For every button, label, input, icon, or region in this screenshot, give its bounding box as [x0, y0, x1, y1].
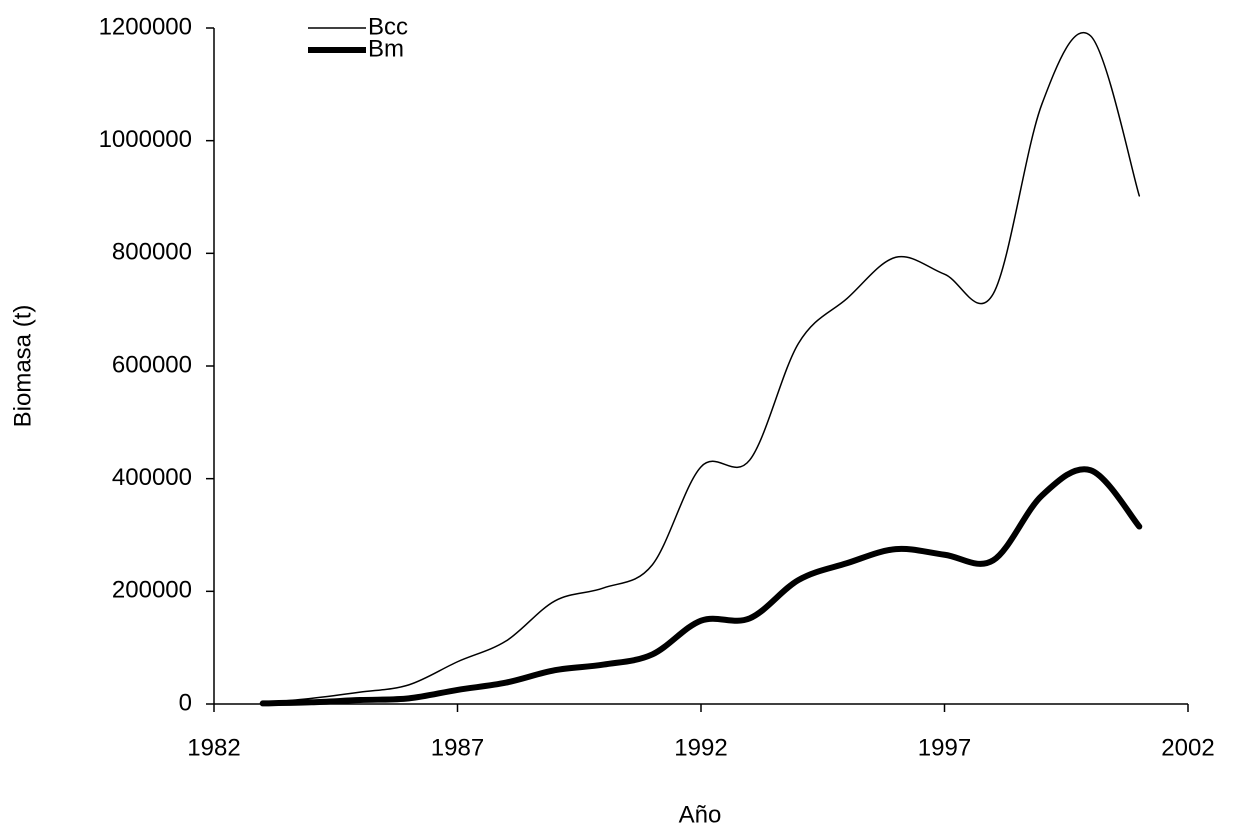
x-tick-label: 1992	[674, 734, 727, 761]
line-series	[259, 466, 1143, 707]
y-tick-label: 200000	[112, 577, 192, 604]
legend-label: Bm	[368, 35, 404, 62]
x-tick-label: 1997	[918, 734, 971, 761]
x-tick-label: 2002	[1161, 734, 1214, 761]
x-tick-label: 1987	[431, 734, 484, 761]
y-tick-label: 0	[179, 689, 192, 716]
x-tick-label: 1982	[187, 734, 240, 761]
y-tick-label: 1000000	[99, 126, 192, 153]
legend-label: Bcc	[368, 13, 408, 40]
y-tick-label: 1200000	[99, 13, 192, 40]
y-axis-title: Biomasa (t)	[9, 305, 36, 428]
line-series	[261, 32, 1141, 704]
y-tick-label: 600000	[112, 351, 192, 378]
y-tick-label: 400000	[112, 464, 192, 491]
x-axis-title: Año	[679, 801, 722, 828]
y-tick-label: 800000	[112, 239, 192, 266]
